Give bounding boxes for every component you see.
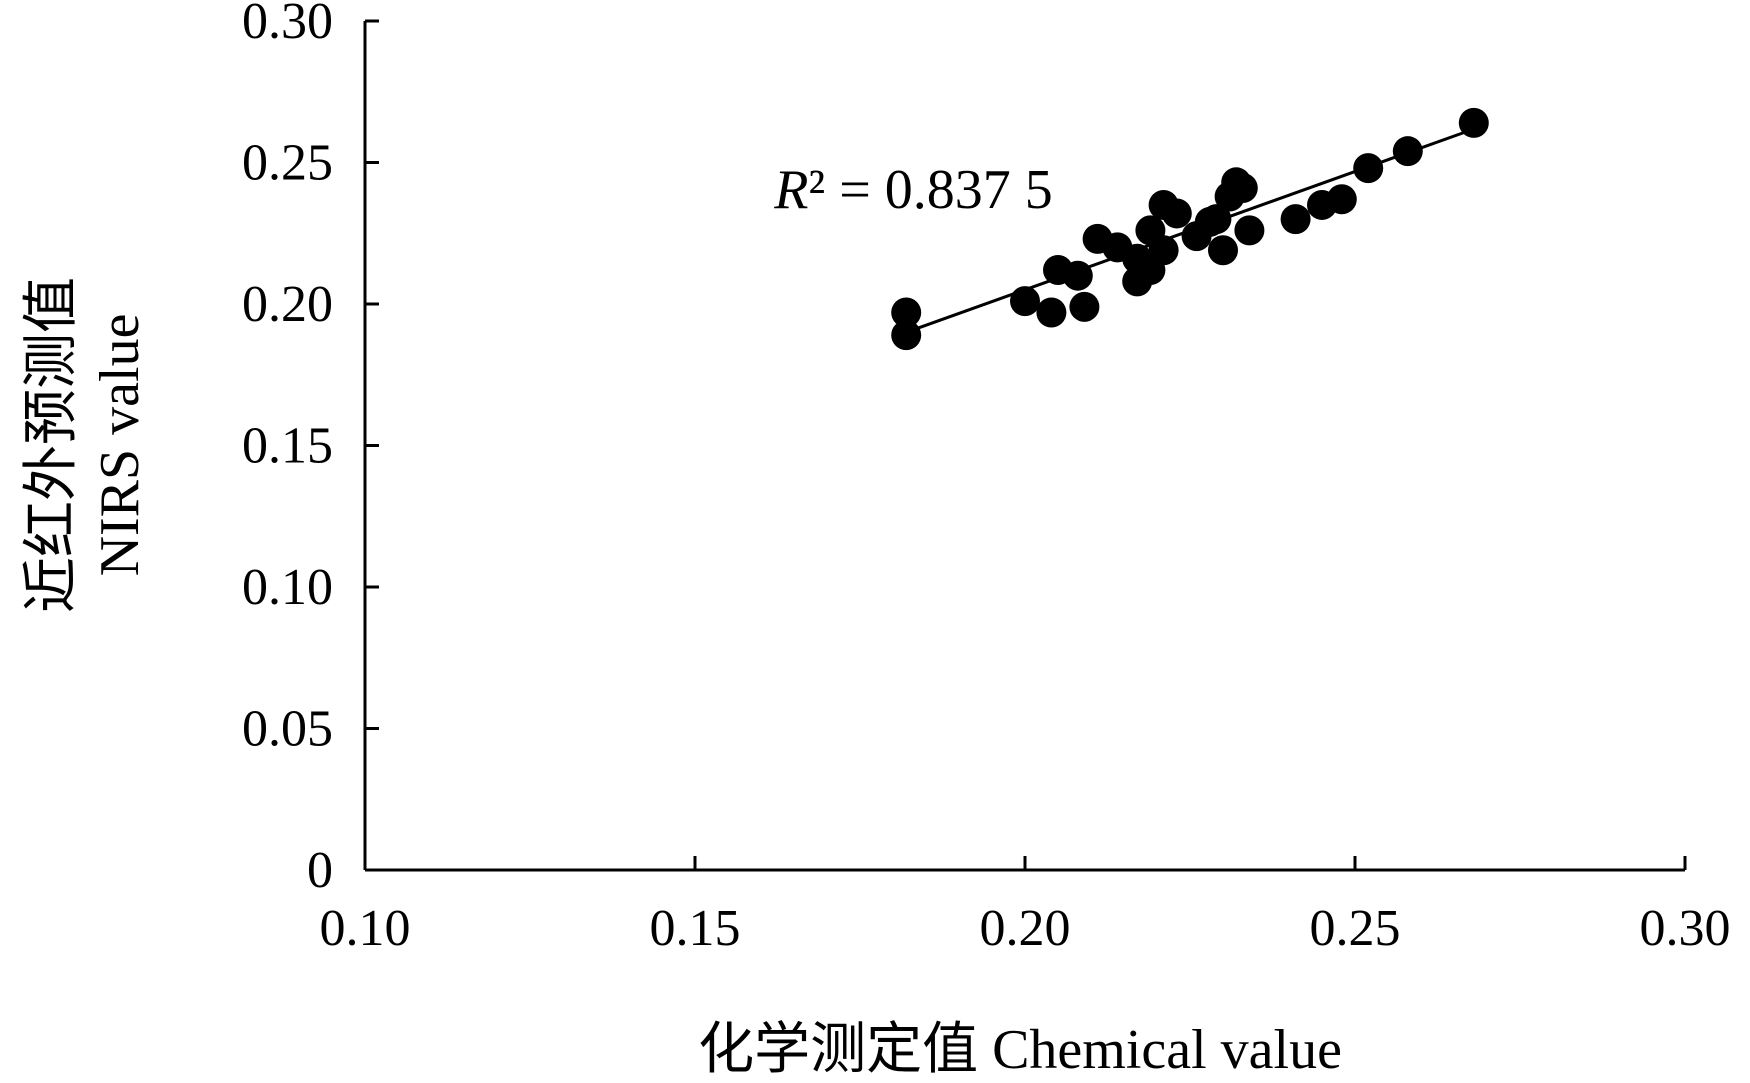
x-tick-label: 0.20 bbox=[980, 900, 1071, 957]
data-point bbox=[1353, 153, 1384, 184]
data-point bbox=[1227, 172, 1258, 203]
y-tick-label: 0.30 bbox=[242, 0, 333, 50]
axes bbox=[363, 21, 1685, 872]
x-ticks: 0.10 0.15 0.20 0.25 0.30 bbox=[320, 856, 1731, 957]
y-axis-label-line2: NIRS value bbox=[89, 314, 151, 577]
data-point bbox=[1069, 291, 1100, 322]
data-point bbox=[1208, 235, 1238, 266]
x-tick-label: 0.15 bbox=[650, 900, 741, 957]
r-squared-value: = 0.837 5 bbox=[825, 159, 1053, 221]
x-tick-label: 0.10 bbox=[320, 900, 411, 957]
data-point bbox=[1148, 235, 1179, 266]
data-point bbox=[1458, 107, 1489, 138]
y-tick-label: 0 bbox=[307, 842, 333, 899]
y-tick-label: 0.25 bbox=[242, 135, 333, 192]
data-point bbox=[891, 320, 922, 351]
y-tick-label: 0.20 bbox=[242, 276, 333, 333]
y-tick-label: 0.05 bbox=[242, 701, 333, 758]
y-ticks: 0 0.05 0.10 0.15 0.20 0.25 0.30 bbox=[242, 0, 379, 899]
y-axis-label-group: 近红外预测值 NIRS value bbox=[21, 277, 151, 613]
data-point bbox=[1161, 198, 1192, 229]
data-point bbox=[891, 297, 922, 328]
r-symbol: R bbox=[773, 159, 808, 221]
data-point bbox=[1010, 286, 1040, 317]
x-tick-label: 0.25 bbox=[1310, 900, 1401, 957]
y-tick-label: 0.10 bbox=[242, 559, 333, 616]
r-squared-annotation: R² = 0.837 5 bbox=[773, 159, 1053, 221]
x-tick-label: 0.30 bbox=[1640, 900, 1731, 957]
data-point bbox=[1392, 136, 1423, 167]
data-point bbox=[1234, 215, 1265, 246]
y-axis-label-line1: 近红外预测值 bbox=[21, 277, 83, 613]
points-group bbox=[891, 107, 1489, 351]
data-point bbox=[1326, 184, 1357, 215]
data-point bbox=[1201, 204, 1232, 235]
data-point bbox=[1280, 204, 1311, 235]
x-axis-label: 化学测定值 Chemical value bbox=[698, 1019, 1342, 1081]
y-tick-label: 0.15 bbox=[242, 418, 333, 475]
data-point bbox=[1062, 260, 1093, 291]
r-superscript: ² bbox=[808, 159, 825, 221]
data-point bbox=[1036, 297, 1067, 328]
